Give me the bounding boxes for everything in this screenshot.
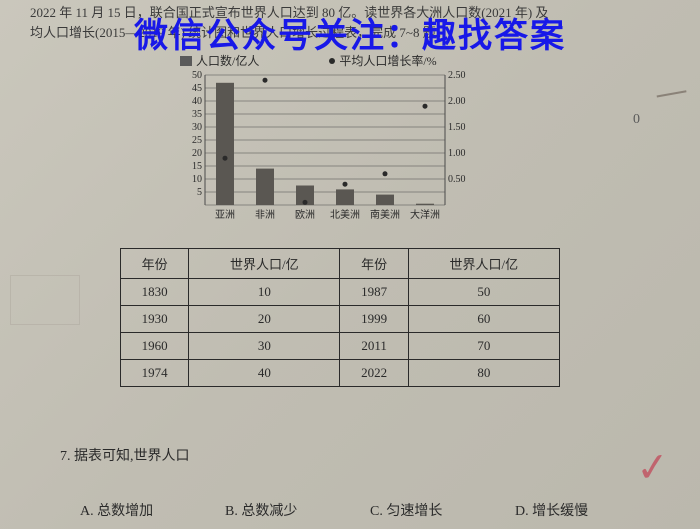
stray-mark: 0 xyxy=(633,112,640,128)
table: 年份世界人口/亿年份世界人口/亿183010198750193020199960… xyxy=(120,248,560,387)
svg-text:非洲: 非洲 xyxy=(255,209,275,221)
table-cell: 1960 xyxy=(121,333,189,360)
option-c: C. 匀速增长 xyxy=(370,500,515,520)
table-cell: 30 xyxy=(189,333,340,360)
svg-text:40: 40 xyxy=(192,96,202,107)
watermark-text: 微信公众号关注：趣找答案 xyxy=(0,8,700,57)
svg-text:南美洲: 南美洲 xyxy=(370,208,400,221)
svg-text:0.50: 0.50 xyxy=(448,174,466,185)
svg-text:北美洲: 北美洲 xyxy=(330,208,360,221)
chart: 5 10 15 20 25 30 35 40 45 50 0.50 1.00 1.50 2.00 2.50 亚… xyxy=(175,70,475,230)
svg-text:20: 20 xyxy=(192,148,202,159)
svg-text:50: 50 xyxy=(192,70,202,81)
table-cell: 1830 xyxy=(121,279,189,306)
table-cell: 10 xyxy=(189,279,340,306)
svg-text:35: 35 xyxy=(192,109,202,120)
table-cell: 2022 xyxy=(340,360,408,387)
table-cell: 70 xyxy=(408,333,559,360)
table-cell: 1999 xyxy=(340,306,408,333)
svg-text:亚洲: 亚洲 xyxy=(215,209,235,221)
chart-svg: 5 10 15 20 25 30 35 40 45 50 0.50 1.00 1.50 2.00 2.50 亚… xyxy=(175,70,475,230)
svg-text:45: 45 xyxy=(192,83,202,94)
legend-dot-icon xyxy=(329,58,335,64)
svg-text:30: 30 xyxy=(192,122,202,133)
option-d: D. 增长缓慢 xyxy=(515,500,660,520)
svg-text:10: 10 xyxy=(192,174,202,185)
table-row: 183010198750 xyxy=(121,279,560,306)
scribble-left xyxy=(10,275,80,325)
table-cell: 50 xyxy=(408,279,559,306)
table-header-cell: 世界人口/亿 xyxy=(408,249,559,279)
svg-text:2.50: 2.50 xyxy=(448,70,466,81)
table-cell: 60 xyxy=(408,306,559,333)
table-row: 197440202280 xyxy=(121,360,560,387)
table-header-cell: 年份 xyxy=(121,249,189,279)
table-row: 193020199960 xyxy=(121,306,560,333)
table-cell: 2011 xyxy=(340,333,408,360)
svg-text:欧洲: 欧洲 xyxy=(295,209,315,221)
table-header-cell: 世界人口/亿 xyxy=(189,249,340,279)
svg-text:25: 25 xyxy=(192,135,202,146)
table-cell: 80 xyxy=(408,360,559,387)
svg-text:15: 15 xyxy=(192,161,202,172)
table-cell: 20 xyxy=(189,306,340,333)
table-cell: 1930 xyxy=(121,306,189,333)
legend-box-icon xyxy=(180,56,192,66)
svg-text:1.00: 1.00 xyxy=(448,148,466,159)
option-a: A. 总数增加 xyxy=(80,500,225,520)
svg-text:1.50: 1.50 xyxy=(448,122,466,133)
svg-text:2.00: 2.00 xyxy=(448,96,466,107)
options-row: A. 总数增加 B. 总数减少 C. 匀速增长 D. 增长缓慢 xyxy=(80,500,660,520)
svg-text:大洋洲: 大洋洲 xyxy=(410,208,440,221)
option-b: B. 总数减少 xyxy=(225,500,370,520)
table-row: 196030201170 xyxy=(121,333,560,360)
table-cell: 1974 xyxy=(121,360,189,387)
population-table: 年份世界人口/亿年份世界人口/亿183010198750193020199960… xyxy=(120,248,560,387)
table-header-cell: 年份 xyxy=(340,249,408,279)
table-cell: 40 xyxy=(189,360,340,387)
svg-text:5: 5 xyxy=(197,187,202,198)
checkmark-annotation: ✓ xyxy=(635,444,672,493)
table-cell: 1987 xyxy=(340,279,408,306)
question-text: 7. 据表可知,世界人口 xyxy=(60,445,190,465)
